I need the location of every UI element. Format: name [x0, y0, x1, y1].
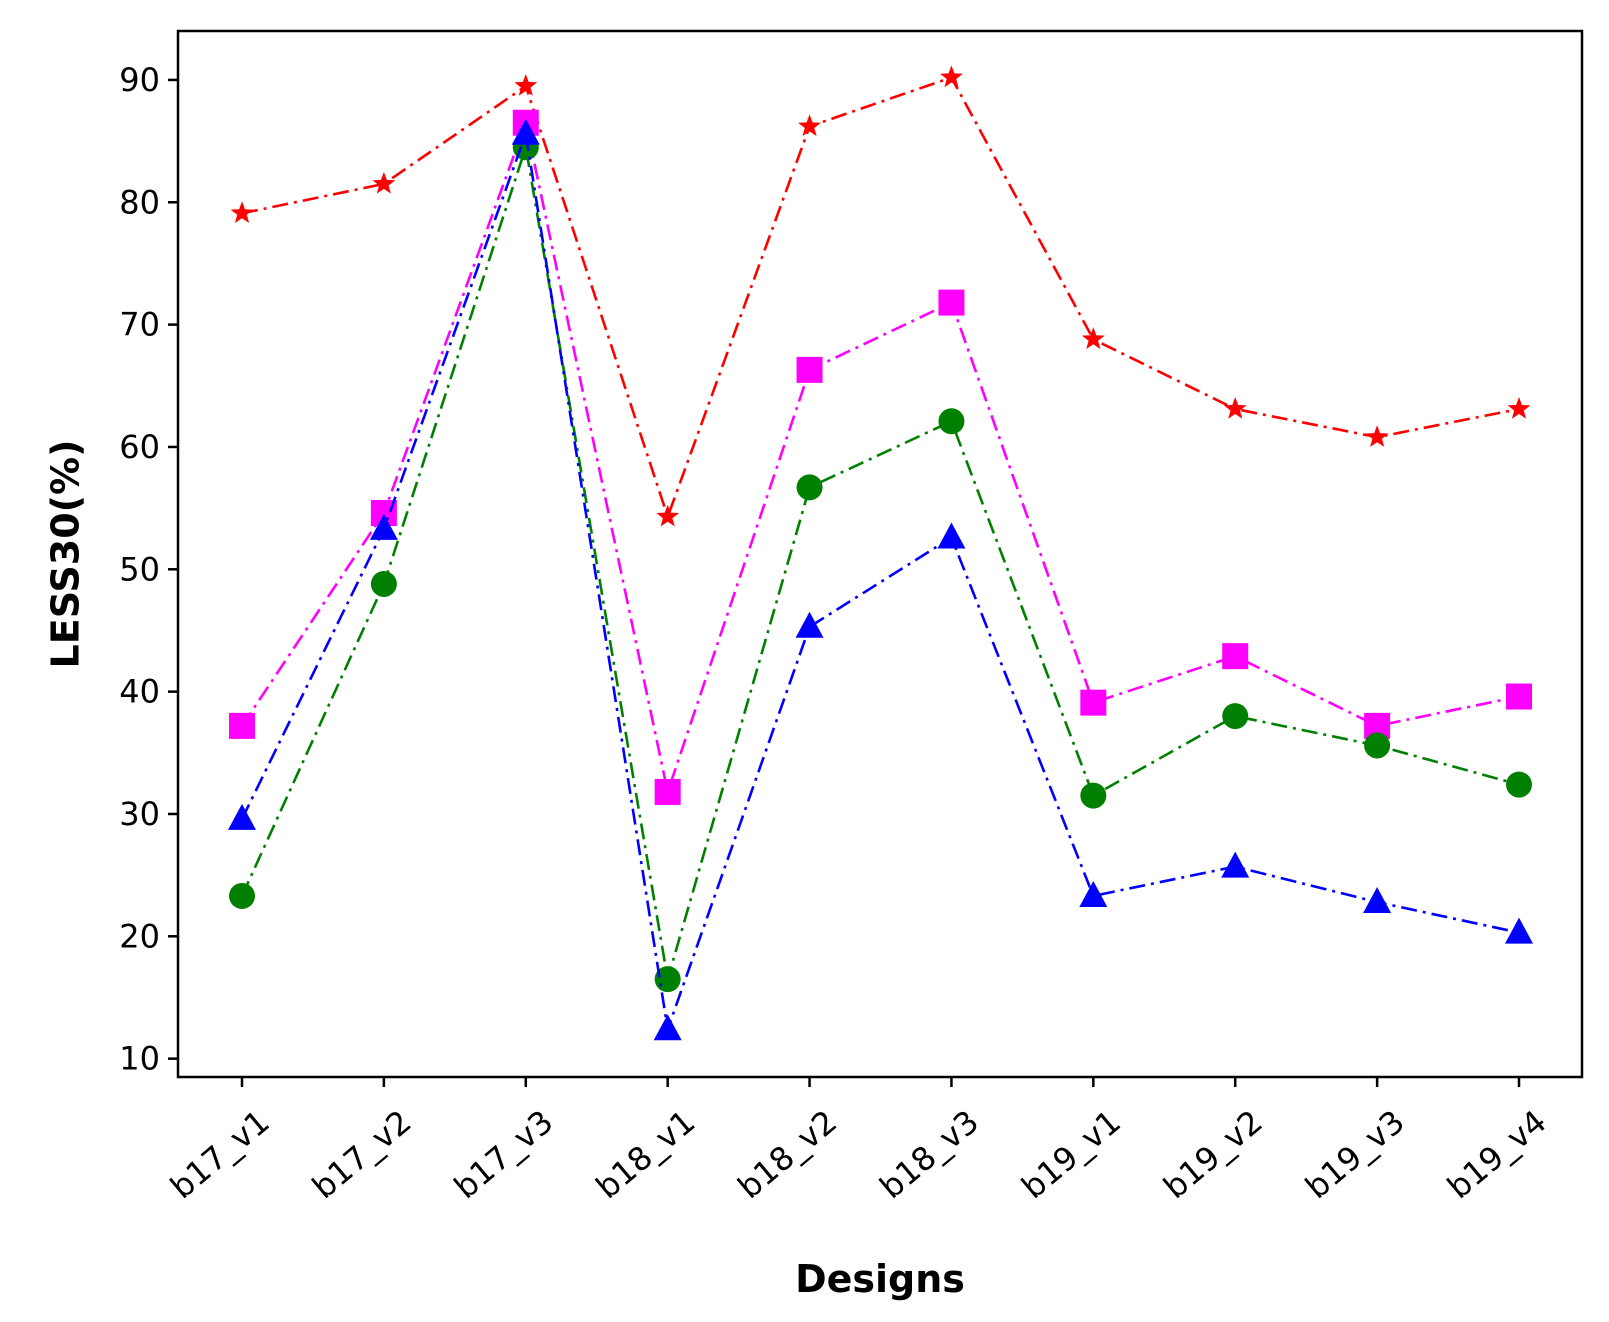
data-point-star: [372, 171, 396, 194]
data-point-circle: [938, 408, 965, 435]
data-point-square: [654, 778, 681, 805]
y-tick-label: 40: [119, 673, 160, 711]
data-point-triangle: [1505, 917, 1533, 944]
data-point-star: [940, 65, 963, 88]
data-point-star: [1223, 397, 1247, 419]
data-point-square: [229, 712, 255, 739]
series-line: [241, 75, 1520, 521]
x-tick-label: b19_v1: [1014, 1102, 1128, 1206]
plot-area-frame: [176, 29, 1584, 1079]
data-point-circle: [370, 570, 397, 597]
y-tick-label: 30: [119, 795, 160, 833]
x-tick-label: b18_v1: [589, 1102, 703, 1206]
series-line: [240, 133, 1520, 1030]
data-point-circle: [1506, 771, 1532, 798]
data-point-star: [230, 201, 254, 223]
series-3: [229, 134, 1532, 993]
data-point-circle: [796, 474, 823, 501]
data-point-square: [1080, 689, 1107, 716]
x-tick-label: b19_v3: [1298, 1102, 1412, 1206]
x-tick-label: b19_v4: [1440, 1102, 1554, 1206]
data-point-star: [1081, 327, 1105, 349]
x-tick-label: b17_v1: [163, 1102, 277, 1206]
data-point-square: [1506, 683, 1532, 710]
data-point-circle: [229, 882, 255, 909]
data-point-star: [1365, 425, 1389, 447]
series-line: [240, 146, 1520, 980]
data-point-star: [514, 74, 538, 96]
data-point-star: [1507, 397, 1531, 419]
y-tick-label: 10: [119, 1040, 160, 1078]
y-axis-title: LESS30(%): [44, 440, 88, 669]
x-tick-label: b18_v3: [872, 1102, 986, 1206]
data-point-star: [656, 504, 680, 527]
series-1: [230, 65, 1531, 527]
data-point-triangle: [795, 611, 824, 638]
x-tick-label: b18_v2: [731, 1102, 845, 1206]
data-point-square: [938, 289, 965, 316]
data-point-triangle: [511, 118, 540, 145]
data-point-star: [798, 114, 821, 137]
y-axis-ticks: 10 20 30 40 50 60 70 80 90: [119, 61, 178, 1078]
series-line: [240, 118, 1520, 797]
data-point-triangle: [228, 803, 256, 830]
x-tick-label: b19_v2: [1156, 1102, 1270, 1206]
y-tick-label: 60: [119, 428, 160, 466]
data-point-triangle: [1221, 851, 1250, 878]
y-tick-label: 20: [119, 917, 160, 955]
data-point-square: [796, 356, 823, 383]
data-point-triangle: [369, 513, 398, 540]
x-tick-label: b17_v2: [305, 1102, 419, 1206]
y-tick-label: 90: [119, 61, 160, 99]
data-point-triangle: [1079, 880, 1108, 907]
series-layer: [228, 65, 1533, 1041]
data-point-circle: [1222, 703, 1249, 730]
data-point-triangle: [653, 1014, 682, 1041]
x-tick-label: b17_v3: [447, 1102, 561, 1206]
data-point-circle: [1080, 782, 1107, 809]
y-tick-label: 70: [119, 306, 160, 344]
data-point-square: [1222, 643, 1249, 670]
series-4: [228, 118, 1533, 1041]
x-axis-ticks: b17_v1 b17_v2 b17_v3 b18_v1 b18_v2 b18_v3 b19_…: [163, 1077, 1554, 1206]
y-tick-label: 50: [119, 550, 160, 588]
y-tick-label: 80: [119, 183, 160, 221]
data-point-circle: [1364, 732, 1391, 759]
data-point-triangle: [1363, 887, 1392, 914]
series-2: [229, 109, 1532, 805]
x-axis-title: Designs: [795, 1257, 965, 1301]
data-point-triangle: [937, 522, 966, 549]
